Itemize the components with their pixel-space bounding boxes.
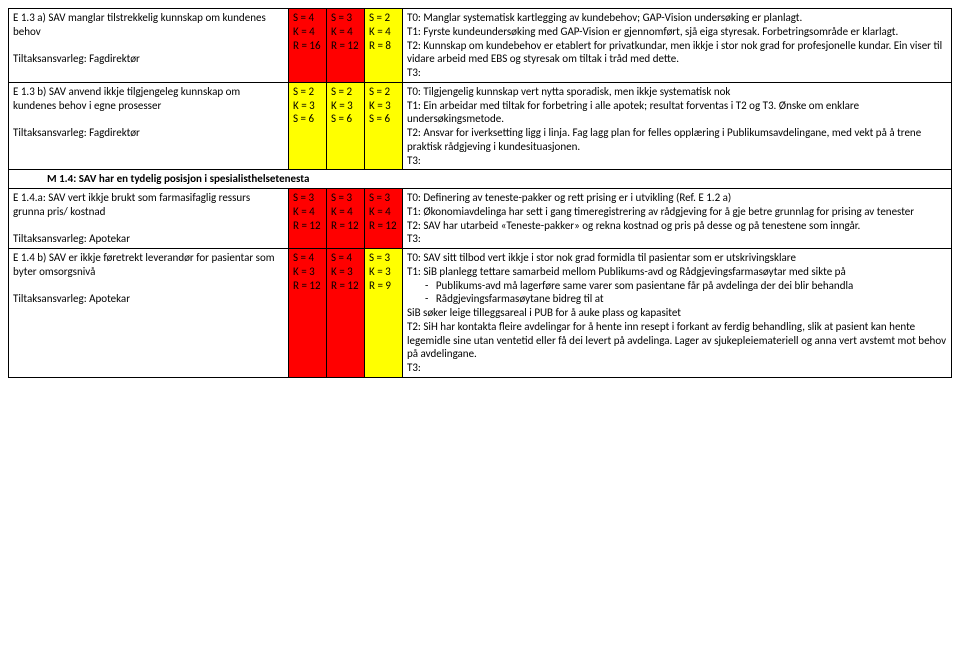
skr-col-1: S = 3K = 4R = 12	[289, 189, 327, 249]
skr-col-2: S = 3K = 4R = 12	[327, 9, 365, 83]
skr-col-3: S = 2K = 4R = 8	[365, 9, 403, 83]
comment-cell: T0: SAV sitt tilbod vert ikkje i stor no…	[403, 249, 952, 378]
risk-description: E 1.3 b) SAV anvend ikkje tilgjengeleg k…	[9, 82, 289, 170]
skr-col-3: S = 2K = 3S = 6	[365, 82, 403, 170]
comment-cell: T0: Definering av teneste-pakker og rett…	[403, 189, 952, 249]
skr-col-1: S = 4K = 3R = 12	[289, 249, 327, 378]
skr-col-2: S = 2K = 3S = 6	[327, 82, 365, 170]
skr-col-1: S = 4K = 4R = 16	[289, 9, 327, 83]
skr-col-3: S = 3K = 4R = 12	[365, 189, 403, 249]
section-header: M 1.4: SAV har en tydelig posisjon i spe…	[9, 170, 952, 189]
comment-cell: T0: Manglar systematisk kartlegging av k…	[403, 9, 952, 83]
comment-cell: T0: Tilgjengelig kunnskap vert nytta spo…	[403, 82, 952, 170]
skr-col-1: S = 2K = 3S = 6	[289, 82, 327, 170]
skr-col-2: S = 3K = 4R = 12	[327, 189, 365, 249]
skr-col-3: S = 3K = 3R = 9	[365, 249, 403, 378]
risk-description: E 1.4.a: SAV vert ikkje brukt som farmas…	[9, 189, 289, 249]
risk-description: E 1.3 a) SAV manglar tilstrekkelig kunns…	[9, 9, 289, 83]
skr-col-2: S = 4K = 3R = 12	[327, 249, 365, 378]
risk-description: E 1.4 b) SAV er ikkje føretrekt leverand…	[9, 249, 289, 378]
